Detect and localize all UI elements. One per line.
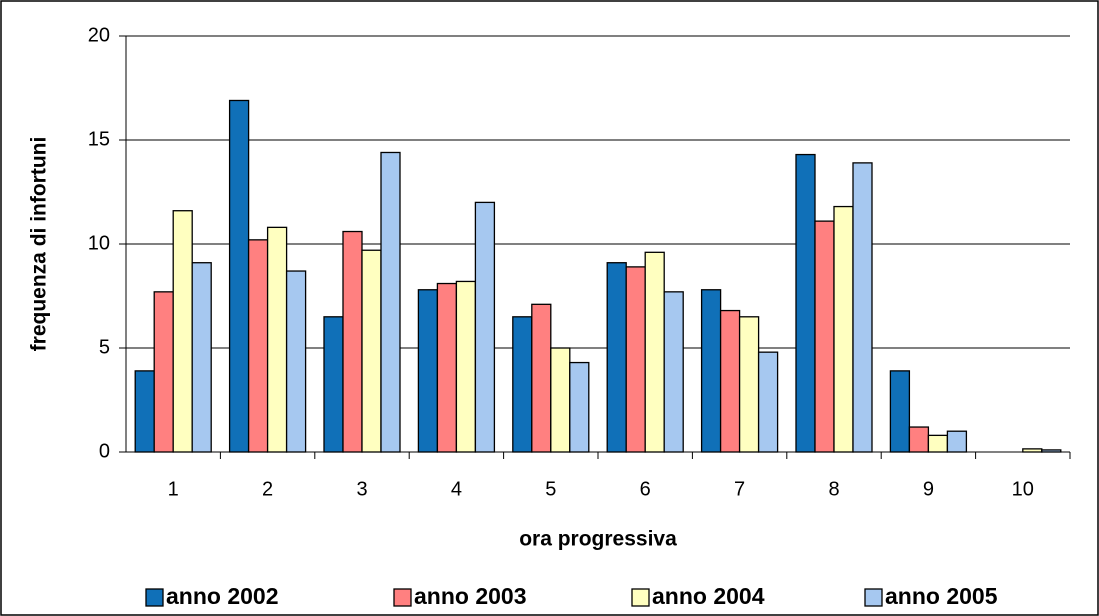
bar: [228, 99, 250, 453]
legend-label: anno 2003: [414, 583, 527, 609]
bar: [719, 309, 741, 453]
bar: [172, 210, 193, 453]
bar: [285, 270, 307, 453]
bar: [908, 426, 930, 453]
legend-swatch: [631, 588, 650, 607]
bar: [436, 282, 458, 453]
bar: [361, 249, 382, 453]
x-tick-label: 10: [1012, 478, 1034, 500]
bar: [852, 162, 873, 453]
bar: [512, 316, 533, 453]
y-tick-label: 0: [99, 440, 110, 462]
x-tick-label: 5: [545, 478, 556, 500]
bar: [795, 153, 816, 453]
x-tick-label: 2: [262, 478, 273, 500]
legend-swatch: [393, 588, 412, 607]
bar: [889, 370, 911, 453]
bar: [323, 316, 344, 453]
bar: [417, 289, 439, 453]
bar: [474, 201, 496, 453]
y-tick-label: 15: [88, 128, 110, 150]
bar: [833, 205, 854, 453]
y-tick-label: 5: [99, 336, 110, 358]
legend-label: anno 2005: [885, 583, 998, 609]
bar: [191, 262, 212, 453]
bar: [757, 351, 779, 453]
x-tick-label: 1: [168, 478, 179, 500]
y-tick-label: 10: [88, 232, 110, 254]
bar: [814, 220, 835, 453]
bar: [153, 291, 174, 453]
x-tick-label: 4: [451, 478, 462, 500]
bar: [738, 316, 760, 453]
x-tick-label: 3: [356, 478, 367, 500]
bar: [455, 280, 477, 453]
bar: [134, 370, 155, 453]
bar: [700, 289, 722, 453]
bar: [569, 361, 590, 453]
legend-label: anno 2004: [652, 583, 765, 609]
bar: [247, 239, 269, 453]
x-axis-title: ora progressiva: [519, 528, 677, 551]
bar: [550, 347, 571, 453]
bar: [266, 226, 288, 453]
legend-label: anno 2002: [166, 583, 279, 609]
y-tick-label: 20: [88, 24, 110, 46]
x-tick-label: 6: [640, 478, 651, 500]
bar: [380, 151, 401, 453]
y-axis-title: frequenza di infortuni: [28, 137, 51, 352]
x-tick-label: 9: [923, 478, 934, 500]
bar: [946, 430, 968, 453]
legend-swatch: [145, 588, 164, 607]
legend-swatch: [864, 588, 883, 607]
x-tick-label: 8: [828, 478, 839, 500]
bar: [663, 291, 684, 453]
bar: [927, 434, 949, 453]
bar: [531, 303, 552, 453]
x-tick-label: 7: [734, 478, 745, 500]
bar: [606, 262, 627, 453]
bar: [342, 230, 363, 453]
bar: [644, 251, 665, 453]
bar: [625, 266, 646, 453]
